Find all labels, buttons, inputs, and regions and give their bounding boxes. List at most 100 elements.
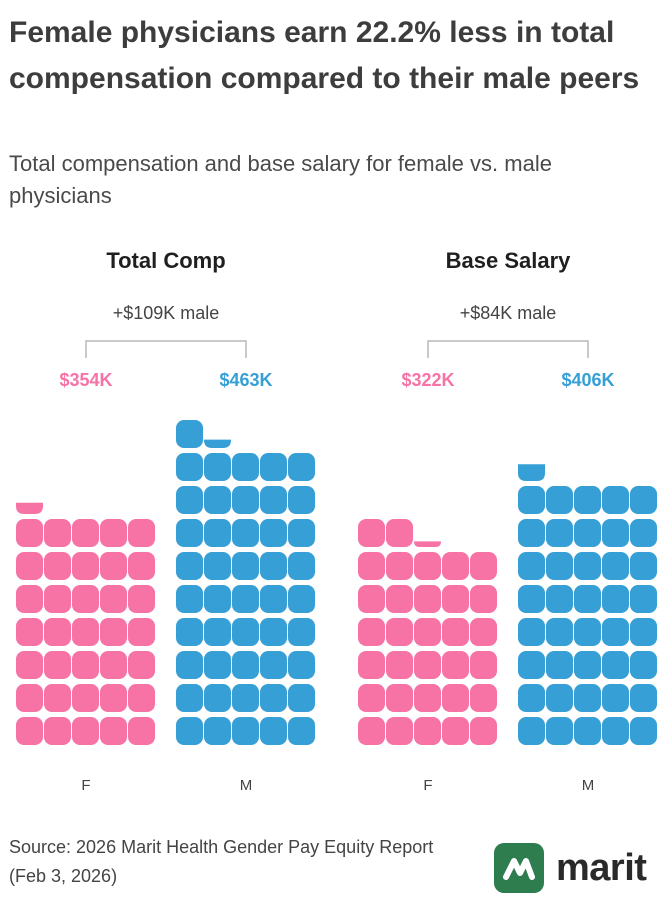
waffle-cell (414, 651, 441, 679)
waffle-cell (260, 453, 287, 481)
waffle-cell (630, 684, 657, 712)
waffle-cell (518, 486, 545, 514)
waffle-cell (128, 585, 155, 613)
waffle-cell (386, 717, 413, 745)
waffle-cell (260, 552, 287, 580)
value-label: $463K (219, 370, 272, 390)
waffle-cell (232, 618, 259, 646)
waffle-cell (470, 717, 497, 745)
category-label: M (240, 777, 253, 794)
waffle-cell (72, 651, 99, 679)
waffle-cell (470, 585, 497, 613)
difference-bracket (85, 340, 247, 358)
panel-title: Base Salary (446, 248, 572, 273)
waffle-cell (72, 684, 99, 712)
waffle-cell (442, 684, 469, 712)
waffle-cell (546, 486, 573, 514)
waffle-cell (518, 717, 545, 745)
waffle-cell (176, 651, 203, 679)
waffle-cell (44, 519, 71, 547)
waffle-cell (72, 552, 99, 580)
waffle-cell (176, 618, 203, 646)
waffle-cell (204, 519, 231, 547)
waffle-cell (602, 651, 629, 679)
waffle-cell (546, 552, 573, 580)
waffle-cell (518, 585, 545, 613)
waffle-cell (232, 453, 259, 481)
value-label: $406K (561, 370, 614, 390)
waffle-cell (414, 684, 441, 712)
waffle-cell (518, 552, 545, 580)
waffle-cell (260, 651, 287, 679)
waffle-cell (288, 486, 315, 514)
waffle-cell (288, 585, 315, 613)
waffle-cell (574, 486, 601, 514)
waffle-cell (630, 552, 657, 580)
waffle-cell (574, 552, 601, 580)
waffle-cell (232, 486, 259, 514)
waffle-column-m: $406K M (518, 370, 657, 794)
waffle-cell (288, 519, 315, 547)
waffle-cell (44, 618, 71, 646)
waffle-cell (232, 585, 259, 613)
waffle-cell (176, 717, 203, 745)
difference-label: +$84K male (460, 303, 557, 323)
waffle-cell (128, 717, 155, 745)
waffle-cell (358, 519, 385, 547)
waffle-cell (176, 684, 203, 712)
waffle-cell (16, 519, 43, 547)
waffle-cell (44, 651, 71, 679)
waffle-cell (574, 717, 601, 745)
category-label: M (582, 777, 595, 794)
waffle-cell (72, 618, 99, 646)
waffle-cell (630, 618, 657, 646)
waffle-cell (546, 651, 573, 679)
waffle-cell (232, 684, 259, 712)
waffle-cell (288, 453, 315, 481)
waffle-cell (288, 618, 315, 646)
waffle-cell (602, 618, 629, 646)
waffle-cell (358, 552, 385, 580)
waffle-column-f: $354K F (16, 370, 155, 794)
waffle-cell (386, 618, 413, 646)
waffle-cell (176, 519, 203, 547)
waffle-cell (630, 717, 657, 745)
waffle-cell (100, 585, 127, 613)
waffle-cell (414, 585, 441, 613)
waffle-cell (260, 519, 287, 547)
waffle-partial-cell (518, 464, 545, 481)
waffle-cell (386, 684, 413, 712)
waffle-cell (72, 519, 99, 547)
waffle-cell (630, 519, 657, 547)
chart-title: Female physicians earn 22.2% less in tot… (9, 16, 640, 95)
waffle-cell (44, 684, 71, 712)
waffle-cell (358, 684, 385, 712)
waffle-cell (602, 717, 629, 745)
waffle-partial-cell (16, 502, 43, 514)
category-label: F (423, 777, 432, 794)
waffle-cell (204, 585, 231, 613)
chart-subtitle: Total compensation and base salary for f… (9, 151, 552, 208)
waffle-cell (260, 717, 287, 745)
waffle-cell (232, 552, 259, 580)
waffle-cell (358, 585, 385, 613)
waffle-cell (518, 651, 545, 679)
waffle-cell (414, 552, 441, 580)
difference-label: +$109K male (113, 303, 220, 323)
waffle-cell (204, 453, 231, 481)
waffle-cell (16, 651, 43, 679)
waffle-cell (470, 651, 497, 679)
waffle-cell (176, 552, 203, 580)
waffle-cell (602, 585, 629, 613)
waffle-cell (630, 486, 657, 514)
waffle-cell (204, 618, 231, 646)
waffle-cell (602, 684, 629, 712)
waffle-column-m: $463K M (176, 370, 315, 794)
waffle-cell (288, 684, 315, 712)
waffle-cell (100, 684, 127, 712)
waffle-cell (630, 651, 657, 679)
waffle-cell (546, 585, 573, 613)
waffle-cell (358, 618, 385, 646)
waffle-cell (232, 519, 259, 547)
